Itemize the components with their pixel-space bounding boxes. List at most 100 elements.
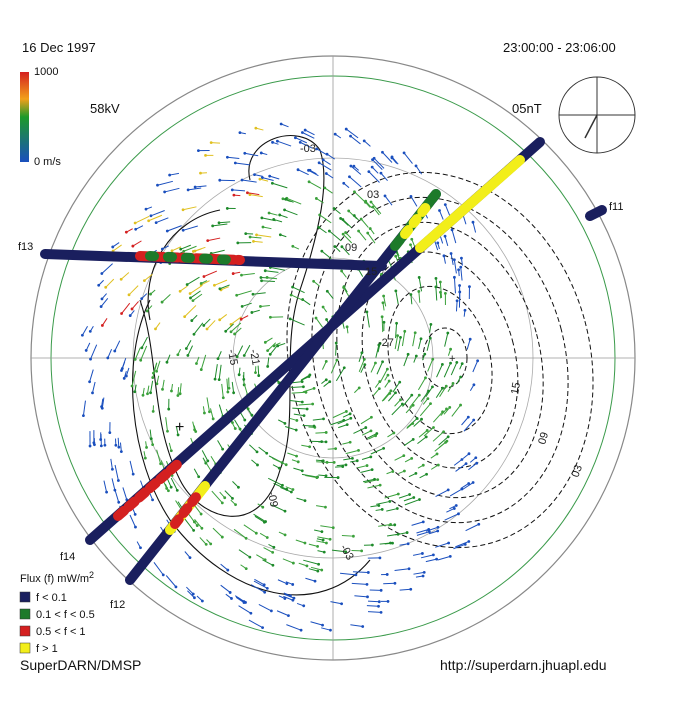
vector-dot xyxy=(209,542,213,546)
vector-dot xyxy=(413,331,417,335)
vector-dot xyxy=(365,310,369,314)
vector-dot xyxy=(169,485,173,489)
vector-dot xyxy=(263,558,267,562)
vector xyxy=(335,367,345,382)
vector xyxy=(298,403,313,406)
vector xyxy=(438,436,449,446)
vector-dot xyxy=(285,582,289,586)
vector xyxy=(378,523,391,527)
vector-dot xyxy=(354,573,358,577)
vector-dot xyxy=(218,287,222,291)
vector-dot xyxy=(127,293,131,297)
vector-dot xyxy=(381,301,385,305)
vector xyxy=(472,360,479,373)
vector xyxy=(444,332,449,347)
vector xyxy=(263,547,273,553)
vector xyxy=(183,245,197,252)
vector xyxy=(416,528,429,534)
vector-dot xyxy=(344,231,348,234)
vector xyxy=(153,562,164,576)
vector xyxy=(440,408,447,417)
vector xyxy=(148,214,163,222)
vector-dot xyxy=(417,290,421,293)
vector xyxy=(384,195,393,206)
vector-dot xyxy=(170,389,173,393)
vector xyxy=(447,383,454,392)
vector xyxy=(412,332,416,347)
vector-dot xyxy=(193,185,197,189)
vector xyxy=(267,276,278,280)
vector-dot xyxy=(467,452,471,456)
vector xyxy=(129,514,136,528)
vector-dot xyxy=(220,501,224,505)
vector-dot xyxy=(408,493,412,496)
vector xyxy=(128,285,139,296)
vector-dot xyxy=(325,541,328,545)
vector xyxy=(418,430,428,438)
vector-dot xyxy=(295,419,299,422)
vector xyxy=(188,187,202,191)
vector-dot xyxy=(352,164,356,168)
vector xyxy=(368,171,380,183)
vector xyxy=(180,244,192,250)
vector xyxy=(370,362,376,373)
vector-dot xyxy=(324,431,328,434)
vector xyxy=(211,490,223,504)
vector-dot xyxy=(175,488,179,492)
vector-dot xyxy=(167,489,170,493)
legend-label: 0.1 < f < 0.5 xyxy=(36,609,95,621)
vector-dot xyxy=(406,352,410,356)
vector-dot xyxy=(387,379,391,383)
vector xyxy=(324,187,333,194)
vector xyxy=(366,605,379,607)
vector xyxy=(394,568,410,571)
vector xyxy=(254,515,265,523)
vector xyxy=(187,590,195,599)
vector xyxy=(120,358,127,371)
vector-dot xyxy=(149,391,152,395)
vector xyxy=(367,611,382,613)
vector-dot xyxy=(331,526,335,530)
vector-dot xyxy=(182,249,186,253)
vector-dot xyxy=(340,245,344,249)
vector xyxy=(292,407,308,410)
vector-dot xyxy=(248,235,252,239)
vector-dot xyxy=(375,432,379,435)
vector xyxy=(268,212,278,216)
vector xyxy=(270,266,286,271)
vector-dot xyxy=(448,405,452,409)
vector-dot xyxy=(206,459,210,463)
vector xyxy=(220,286,230,291)
vector-dot xyxy=(134,525,137,529)
vector-dot xyxy=(244,536,248,540)
vector xyxy=(321,627,331,631)
vector-dot xyxy=(446,435,450,439)
vector xyxy=(402,394,413,407)
vector-dot xyxy=(140,346,144,350)
vector-dot xyxy=(311,402,315,406)
vector-dot xyxy=(204,153,207,157)
vector-dot xyxy=(188,292,192,295)
vector-dot xyxy=(254,371,257,375)
vector-dot xyxy=(366,595,369,599)
vector-dot xyxy=(339,217,342,220)
vector-dot xyxy=(230,597,233,600)
vector xyxy=(265,270,279,273)
vector-dot xyxy=(255,450,259,454)
vector xyxy=(376,361,384,375)
vector-dot xyxy=(320,568,324,572)
vector xyxy=(375,344,380,358)
contour-label: -21 xyxy=(247,348,262,366)
contour-label: 03 xyxy=(570,463,585,479)
vector-dot xyxy=(410,456,414,460)
contour-label: -27 xyxy=(378,337,394,349)
vector-dot xyxy=(355,459,359,463)
vector-dot xyxy=(324,172,328,175)
vector-dot xyxy=(442,254,446,258)
vector xyxy=(350,135,361,145)
vector-dot xyxy=(434,285,438,289)
vector-dot xyxy=(458,284,461,287)
vector xyxy=(305,475,317,479)
vector-dot xyxy=(419,337,423,341)
vector xyxy=(110,458,113,470)
